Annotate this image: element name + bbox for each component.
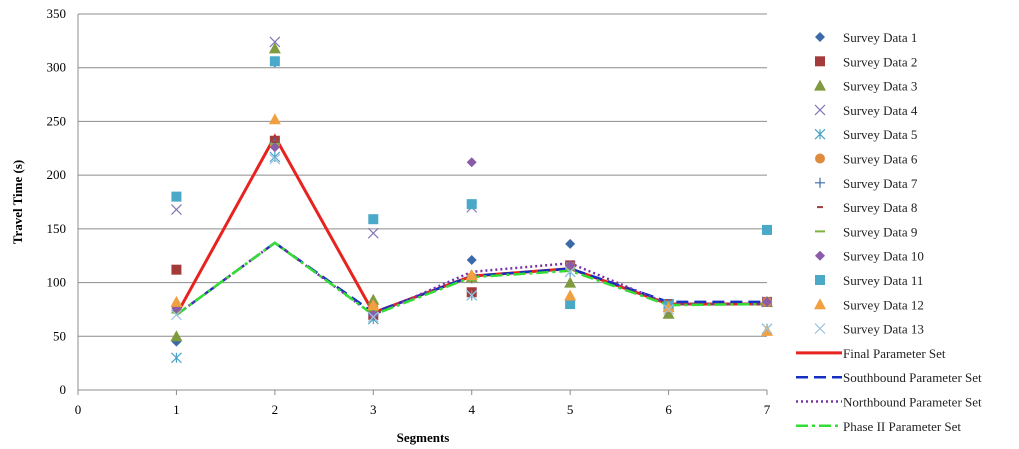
survey-data-4-point [367, 227, 379, 239]
legend-label-survey-data-2: Survey Data 2 [843, 54, 917, 69]
legend-swatch-survey-data-10 [815, 250, 825, 261]
legend-swatch-survey-data-1 [815, 32, 825, 42]
survey-data-12-point [465, 269, 478, 281]
y-tick-label: 150 [47, 221, 67, 236]
legend-label-survey-data-4: Survey Data 4 [843, 103, 918, 118]
legend-label-survey-data-7: Survey Data 7 [843, 176, 918, 191]
survey-data-1-point [466, 255, 477, 266]
survey-data-2-point [171, 264, 182, 275]
y-tick-label: 0 [60, 382, 67, 397]
legend-label-survey-data-9: Survey Data 9 [843, 224, 917, 239]
legend-label-survey-data-1: Survey Data 1 [843, 30, 917, 45]
y-tick-label: 100 [47, 275, 67, 290]
x-tick-label: 3 [370, 402, 377, 417]
legend-label-survey-data-13: Survey Data 13 [843, 322, 924, 337]
legend-swatch-survey-data-13 [814, 323, 826, 335]
legend-swatch-survey-data-3 [814, 79, 826, 91]
x-axis-title: Segments [397, 430, 450, 445]
survey-data-12-point [662, 301, 675, 313]
survey-data-13-point [269, 153, 281, 165]
survey-data-13-point [761, 323, 773, 335]
gridlines [78, 13, 767, 337]
survey-data-11-point [762, 224, 772, 235]
survey-data-13-point [466, 290, 478, 301]
survey-data-13-point [367, 311, 379, 323]
survey-data-11-point [565, 299, 576, 310]
legend-label-survey-data-11: Survey Data 11 [843, 273, 923, 288]
survey-data-10-point [368, 309, 379, 320]
tick-labels: 0 50 100 150 200 250 300 350 0 1 2 3 4 5 6 7 [47, 6, 771, 417]
legend-label-survey-data-5: Survey Data 5 [843, 127, 917, 142]
survey-data-1-point [565, 238, 576, 249]
legend-label-phase-ii-parameter-set: Phase II Parameter Set [843, 419, 961, 434]
y-tick-label: 350 [47, 6, 67, 21]
legend-swatch-survey-data-12 [814, 298, 826, 310]
survey-data-12-point [564, 289, 577, 301]
y-tick-label: 250 [47, 113, 67, 128]
survey-data-5-point [269, 151, 281, 163]
survey-data-11-point [171, 191, 182, 202]
legend-label-southbound-parameter-set: Southbound Parameter Set [843, 370, 982, 385]
survey-data-4-point [269, 36, 281, 48]
legend-swatch-survey-data-5 [814, 128, 826, 140]
legend-swatch-survey-data-11 [815, 275, 825, 285]
survey-data-markers [170, 36, 773, 364]
survey-data-10-point [466, 157, 477, 168]
x-tick-label: 1 [173, 402, 180, 417]
survey-data-10-point [269, 142, 280, 153]
x-tick-label: 4 [468, 402, 475, 417]
y-tick-label: 200 [47, 167, 67, 182]
legend: Survey Data 1 Survey Data 2 Survey Data 3 S… [796, 30, 982, 434]
legend-label-survey-data-12: Survey Data 12 [843, 297, 924, 312]
legend-swatch-survey-data-7 [815, 177, 825, 188]
legend-label-survey-data-3: Survey Data 3 [843, 79, 917, 94]
x-tick-label: 0 [75, 402, 82, 417]
survey-data-11-point [466, 199, 477, 210]
survey-data-13-point [663, 304, 674, 315]
survey-data-13-point [564, 266, 576, 278]
legend-label-northbound-parameter-set: Northbound Parameter Set [843, 395, 982, 410]
survey-data-12-point [170, 295, 183, 307]
y-axis-title: Travel Time (s) [10, 160, 25, 245]
x-tick-label: 7 [764, 402, 771, 417]
x-tick-label: 6 [665, 402, 672, 417]
legend-label-survey-data-6: Survey Data 6 [843, 152, 918, 167]
axes [77, 14, 768, 395]
legend-swatch-survey-data-6 [815, 153, 825, 164]
survey-data-13-point [171, 309, 182, 321]
survey-data-3-point [170, 330, 183, 342]
x-tick-label: 5 [567, 402, 574, 417]
y-tick-label: 50 [53, 328, 66, 343]
survey-data-12-point [367, 299, 380, 311]
survey-data-3-point [268, 42, 281, 54]
legend-label-final-parameter-set: Final Parameter Set [843, 346, 946, 361]
legend-label-survey-data-8: Survey Data 8 [843, 200, 917, 215]
survey-data-10-point [565, 260, 576, 271]
survey-data-12-point [268, 113, 281, 125]
survey-data-5-point [171, 352, 182, 364]
survey-data-3-point [564, 276, 577, 288]
survey-data-11-point [269, 56, 280, 67]
y-tick-label: 300 [47, 60, 67, 75]
legend-label-survey-data-10: Survey Data 10 [843, 249, 924, 264]
x-tick-label: 2 [272, 402, 279, 417]
survey-data-4-point [171, 204, 182, 215]
survey-data-12-point [761, 324, 773, 336]
legend-swatch-survey-data-4 [814, 104, 826, 116]
legend-swatch-survey-data-2 [815, 56, 825, 67]
survey-data-10-point [762, 296, 772, 307]
survey-data-11-point [368, 214, 379, 225]
